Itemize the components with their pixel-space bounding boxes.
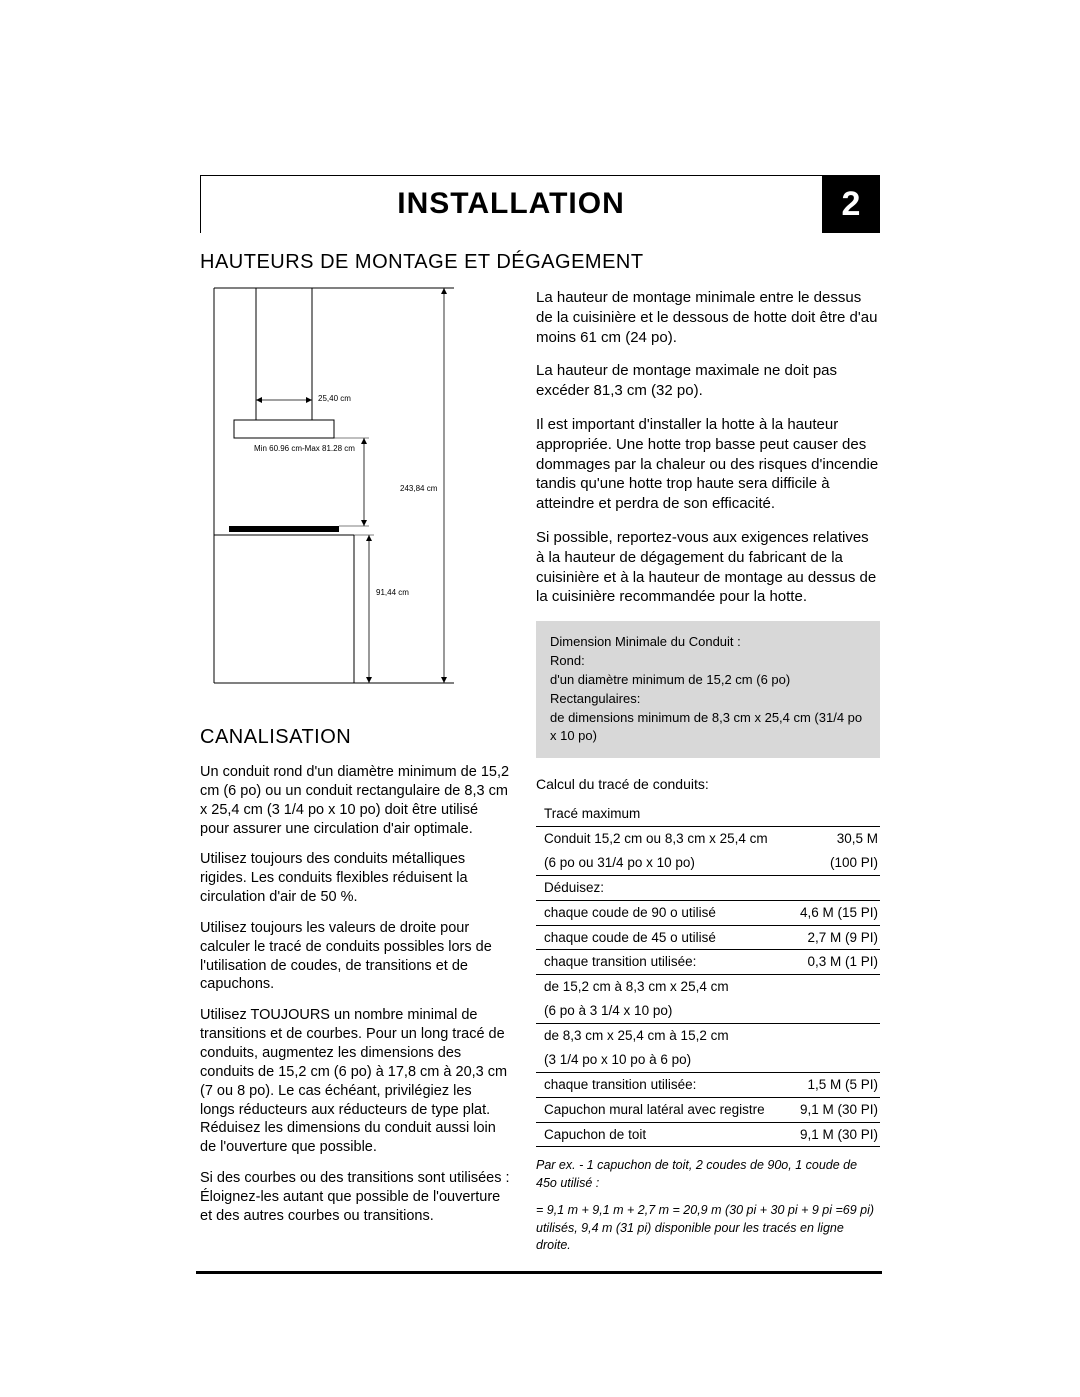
right-p1: La hauteur de montage minimale entre le … <box>536 288 880 347</box>
grey-box: Dimension Minimale du Conduit : Rond: d'… <box>536 621 880 758</box>
diagram-svg <box>194 288 494 698</box>
gb-l2: Rond: <box>550 652 866 671</box>
left-column: 25,40 cm Min 60.96 cm-Max 81.28 cm 243,8… <box>200 288 510 1255</box>
gb-l4: Rectangulaires: <box>550 690 866 709</box>
trace-max: Tracé maximum <box>536 802 791 826</box>
r7v: 1,5 M (5 PI) <box>791 1072 880 1097</box>
r1v1: 30,5 M <box>791 827 880 851</box>
r1v2: (100 PI) <box>791 851 880 875</box>
r7: chaque transition utilisée: <box>536 1072 791 1097</box>
r4: chaque transition utilisée: <box>536 950 791 975</box>
mounting-diagram: 25,40 cm Min 60.96 cm-Max 81.28 cm 243,8… <box>194 288 494 698</box>
dim-clearance: Min 60.96 cm-Max 81.28 cm <box>254 444 355 453</box>
right-p2: La hauteur de montage maximale ne doit p… <box>536 361 880 401</box>
calc-title: Calcul du tracé de conduits: <box>536 776 880 792</box>
right-p3: Il est important d'installer la hotte à … <box>536 415 880 514</box>
r2: chaque coude de 90 o utilisé <box>536 900 791 925</box>
r4v: 0,3 M (1 PI) <box>791 950 880 975</box>
dim-counter-height: 91,44 cm <box>376 588 409 597</box>
r6a: de 8,3 cm x 25,4 cm à 15,2 cm <box>536 1024 791 1048</box>
footnote2: = 9,1 m + 9,1 m + 2,7 m = 20,9 m (30 pi … <box>536 1202 880 1255</box>
r8v: 9,1 M (30 PI) <box>791 1097 880 1122</box>
footnote1: Par ex. - 1 capuchon de toit, 2 coudes d… <box>536 1157 880 1192</box>
bottom-rule <box>196 1271 882 1274</box>
gb-l1: Dimension Minimale du Conduit : <box>550 633 866 652</box>
duct-table: Tracé maximum Conduit 15,2 cm ou 8,3 cm … <box>536 802 880 1147</box>
section2-title: CANALISATION <box>200 726 510 749</box>
section1-title: HAUTEURS DE MONTAGE ET DÉGAGEMENT <box>200 251 880 274</box>
r9: Capuchon de toit <box>536 1122 791 1147</box>
r1b: (6 po ou 31/4 po x 10 po) <box>536 851 791 875</box>
canal-p2: Utilisez toujours des conduits métalliqu… <box>200 850 510 907</box>
right-p4: Si possible, reportez-vous aux exigences… <box>536 528 880 607</box>
canal-p5: Si des courbes ou des transitions sont u… <box>200 1169 510 1226</box>
r8: Capuchon mural latéral avec registre <box>536 1097 791 1122</box>
page-number-box: 2 <box>822 175 880 233</box>
gb-l5: de dimensions minimum de 8,3 cm x 25,4 c… <box>550 709 866 747</box>
canal-p1: Un conduit rond d'un diamètre minimum de… <box>200 763 510 838</box>
two-column-layout: 25,40 cm Min 60.96 cm-Max 81.28 cm 243,8… <box>200 288 880 1255</box>
gb-l3: d'un diamètre minimum de 15,2 cm (6 po) <box>550 671 866 690</box>
r1a: Conduit 15,2 cm ou 8,3 cm x 25,4 cm <box>536 827 791 851</box>
r5b: (6 po à 3 1/4 x 10 po) <box>536 999 791 1023</box>
title-box: INSTALLATION <box>200 175 822 233</box>
header-row: INSTALLATION 2 <box>200 175 880 233</box>
canal-p3: Utilisez toujours les valeurs de droite … <box>200 919 510 994</box>
r2v: 4,6 M (15 PI) <box>791 900 880 925</box>
dim-top-duct: 25,40 cm <box>318 394 351 403</box>
r3: chaque coude de 45 o utilisé <box>536 925 791 950</box>
dim-total-height: 243,84 cm <box>400 484 437 493</box>
page-content: INSTALLATION 2 HAUTEURS DE MONTAGE ET DÉ… <box>200 175 880 1274</box>
r5a: de 15,2 cm à 8,3 cm x 25,4 cm <box>536 975 791 999</box>
page-title: INSTALLATION <box>397 187 625 221</box>
r3v: 2,7 M (9 PI) <box>791 925 880 950</box>
r9v: 9,1 M (30 PI) <box>791 1122 880 1147</box>
right-column: La hauteur de montage minimale entre le … <box>536 288 880 1255</box>
deduct: Déduisez: <box>536 875 791 900</box>
header-left-rule <box>200 175 201 233</box>
canal-p4: Utilisez TOUJOURS un nombre minimal de t… <box>200 1006 510 1157</box>
page-number: 2 <box>842 185 861 224</box>
r6b: (3 1/4 po x 10 po à 6 po) <box>536 1048 791 1072</box>
